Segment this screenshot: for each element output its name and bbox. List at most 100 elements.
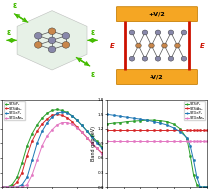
SZSiAs₂ (146, 129, 148, 132)
SZGeAs₂ (51, 129, 53, 131)
Circle shape (62, 33, 70, 39)
SZSiP₂ (31, 133, 33, 135)
SZSiP₂ (112, 122, 115, 124)
SZGeP₂ (56, 112, 58, 115)
SZGeAs₂ (206, 140, 208, 142)
Circle shape (48, 28, 56, 35)
Line: SZSiP₂: SZSiP₂ (1, 108, 103, 188)
SZSiAs₂ (199, 129, 201, 132)
Text: ε: ε (13, 1, 17, 10)
SZGeP₂ (61, 111, 63, 113)
SZGeAs₂ (199, 140, 201, 142)
Circle shape (162, 43, 167, 48)
SZGeAs₂ (166, 140, 168, 142)
SZSiP₂ (132, 120, 135, 122)
Circle shape (142, 30, 148, 35)
SZSiAs₂ (21, 171, 23, 174)
SZGeAs₂ (66, 121, 68, 124)
Line: SZGeAs₂: SZGeAs₂ (1, 121, 103, 188)
SZGeP₂ (96, 142, 98, 144)
Circle shape (149, 43, 154, 48)
Circle shape (34, 42, 42, 48)
SZSiAs₂ (86, 136, 88, 139)
SZSiP₂ (199, 186, 201, 188)
SZGeP₂ (159, 122, 162, 124)
SZSiAs₂ (101, 152, 103, 154)
SZSiAs₂ (206, 129, 208, 132)
SZSiP₂ (66, 111, 68, 114)
Circle shape (48, 37, 56, 44)
SZSiP₂ (126, 120, 128, 123)
SZGeAs₂ (186, 140, 188, 142)
SZGeAs₂ (91, 142, 93, 144)
SZGeP₂ (51, 116, 53, 118)
Circle shape (155, 56, 161, 61)
SZSiP₂ (192, 174, 195, 176)
SZSiAs₂ (166, 129, 168, 132)
SZGeP₂ (76, 119, 78, 121)
SZGeAs₂ (61, 121, 63, 124)
SZGeAs₂ (96, 147, 98, 149)
SZSiAs₂ (51, 114, 53, 116)
SZGeAs₂ (172, 140, 175, 142)
Text: +V/2: +V/2 (149, 12, 165, 17)
SZSiP₂ (101, 146, 103, 148)
SZSiAs₂ (6, 186, 8, 188)
SZGeP₂ (189, 145, 191, 147)
SZSiP₂ (51, 109, 53, 112)
SZGeP₂ (172, 127, 175, 129)
SZGeAs₂ (189, 140, 191, 142)
SZSiP₂ (71, 115, 73, 117)
SZGeP₂ (46, 122, 48, 124)
SZGeP₂ (91, 136, 93, 138)
SZSiP₂ (189, 154, 191, 157)
FancyBboxPatch shape (116, 70, 198, 84)
Circle shape (48, 46, 56, 53)
SZSiAs₂ (41, 123, 43, 125)
SZGeAs₂ (76, 127, 78, 129)
SZSiP₂ (61, 109, 63, 112)
SZGeAs₂ (41, 145, 43, 147)
SZGeP₂ (132, 117, 135, 119)
SZGeAs₂ (132, 140, 135, 142)
SZSiAs₂ (91, 142, 93, 145)
SZSiP₂ (202, 186, 205, 188)
SZGeP₂ (31, 159, 33, 162)
SZGeP₂ (36, 142, 38, 145)
SZGeP₂ (196, 176, 198, 179)
SZSiP₂ (6, 186, 8, 188)
SZGeP₂ (11, 186, 13, 188)
SZGeP₂ (41, 130, 43, 132)
SZSiAs₂ (179, 129, 182, 132)
SZGeAs₂ (71, 123, 73, 125)
SZGeAs₂ (196, 140, 198, 142)
SZSiP₂ (91, 135, 93, 137)
SZSiP₂ (196, 184, 198, 186)
SZSiAs₂ (46, 118, 48, 120)
SZGeAs₂ (11, 186, 13, 188)
SZSiAs₂ (126, 129, 128, 132)
SZGeAs₂ (192, 140, 195, 142)
SZGeP₂ (126, 116, 128, 118)
SZGeAs₂ (119, 140, 122, 142)
SZSiP₂ (16, 176, 18, 179)
SZGeAs₂ (1, 186, 3, 188)
SZSiAs₂ (36, 130, 38, 132)
Line: SZGeAs₂: SZGeAs₂ (106, 140, 208, 142)
SZSiAs₂ (106, 129, 108, 132)
SZSiAs₂ (81, 131, 83, 133)
SZSiAs₂ (71, 120, 73, 123)
SZSiP₂ (166, 120, 168, 123)
SZSiP₂ (1, 186, 3, 188)
SZSiP₂ (179, 128, 182, 130)
SZSiAs₂ (196, 129, 198, 132)
SZGeAs₂ (56, 124, 58, 126)
SZSiP₂ (119, 121, 122, 124)
Text: ε: ε (91, 70, 95, 79)
SZSiP₂ (26, 145, 28, 147)
Text: ε: ε (7, 28, 11, 37)
SZSiAs₂ (112, 129, 115, 132)
SZSiP₂ (96, 140, 98, 143)
SZGeP₂ (179, 131, 182, 133)
SZSiAs₂ (192, 129, 195, 132)
